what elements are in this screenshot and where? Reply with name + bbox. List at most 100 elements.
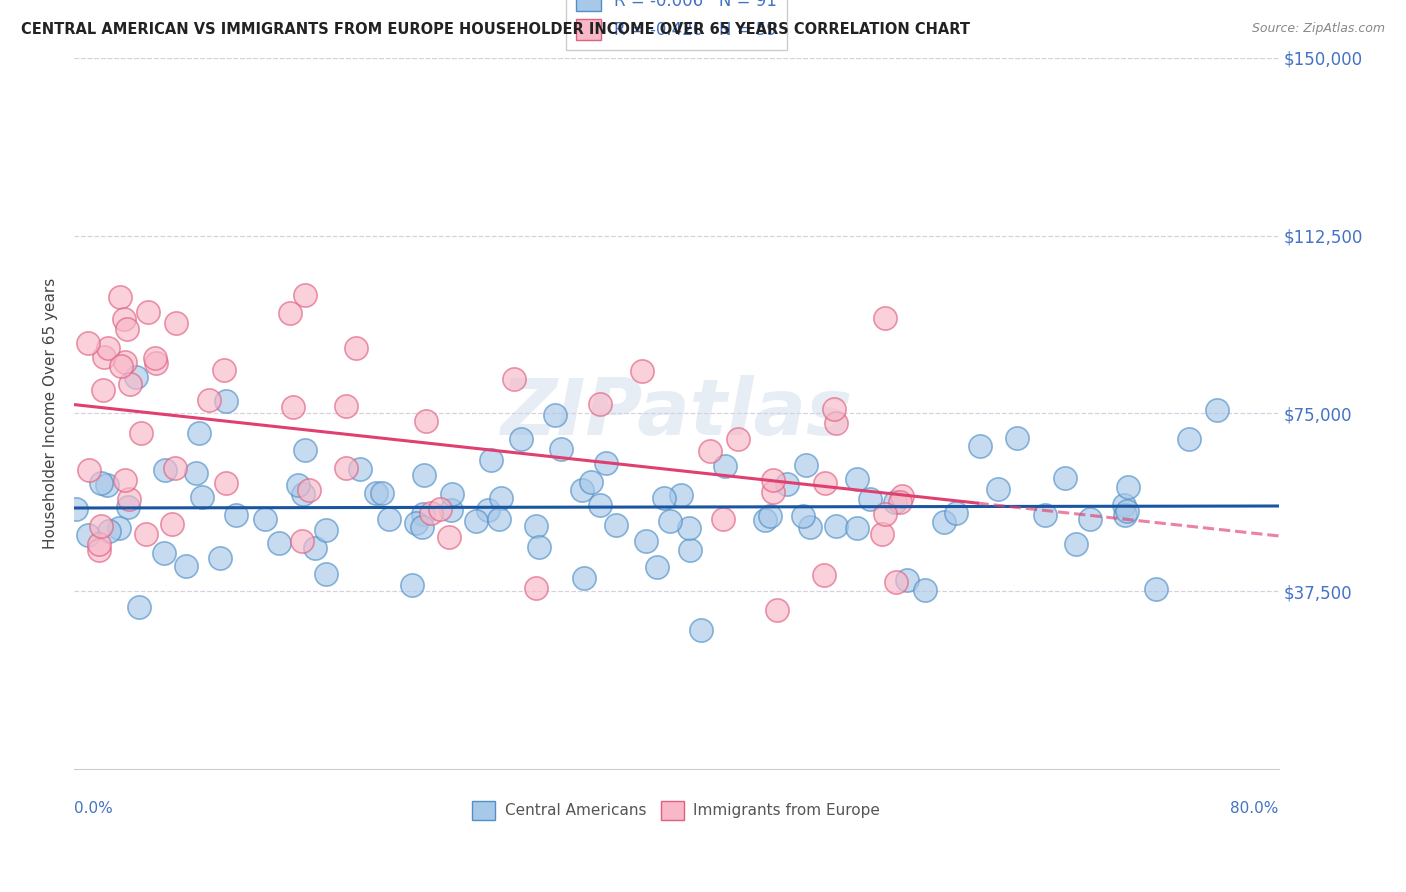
Point <box>934 515 956 529</box>
Point <box>87 537 110 551</box>
Point <box>191 490 214 504</box>
Point <box>291 533 314 548</box>
Point <box>77 336 100 351</box>
Point <box>595 456 617 470</box>
Point <box>155 463 177 477</box>
Text: ZIPatlas: ZIPatlas <box>501 376 852 451</box>
Point <box>1064 536 1087 550</box>
Point <box>477 503 499 517</box>
Point <box>335 399 357 413</box>
Point <box>118 492 141 507</box>
Point <box>76 528 98 542</box>
Point <box>544 408 567 422</box>
Point <box>439 530 461 544</box>
Point <box>890 489 912 503</box>
Point <box>824 519 846 533</box>
Point <box>605 518 627 533</box>
Point <box>412 508 434 522</box>
Point <box>145 356 167 370</box>
Point <box>489 491 512 505</box>
Point <box>254 512 277 526</box>
Point <box>114 355 136 369</box>
Point <box>163 460 186 475</box>
Point <box>754 513 776 527</box>
Point <box>419 506 441 520</box>
Point <box>349 462 371 476</box>
Point <box>524 581 547 595</box>
Point <box>186 466 208 480</box>
Point <box>509 432 531 446</box>
Point <box>298 483 321 497</box>
Point <box>1005 431 1028 445</box>
Point <box>1114 508 1136 523</box>
Point <box>112 312 135 326</box>
Point <box>77 463 100 477</box>
Point <box>896 573 918 587</box>
Point <box>845 472 868 486</box>
Point <box>174 559 197 574</box>
Point <box>527 541 550 555</box>
Point <box>294 288 316 302</box>
Point <box>652 491 675 506</box>
Point <box>378 512 401 526</box>
Point <box>711 511 734 525</box>
Point <box>1053 471 1076 485</box>
Point <box>579 475 602 490</box>
Point <box>125 369 148 384</box>
Point <box>727 432 749 446</box>
Point <box>143 351 166 366</box>
Point <box>678 521 700 535</box>
Point <box>571 483 593 497</box>
Point <box>415 414 437 428</box>
Point <box>502 372 524 386</box>
Point <box>630 364 652 378</box>
Point <box>669 488 692 502</box>
Point <box>96 477 118 491</box>
Point <box>524 519 547 533</box>
Point <box>873 507 896 521</box>
Point <box>413 467 436 482</box>
Point <box>762 474 785 488</box>
Point <box>766 603 789 617</box>
Point <box>197 393 219 408</box>
Point <box>884 494 907 508</box>
Point <box>813 567 835 582</box>
Point <box>440 487 463 501</box>
Point <box>1114 498 1136 512</box>
Point <box>679 543 702 558</box>
Point <box>589 397 612 411</box>
Point <box>799 520 821 534</box>
Point <box>294 442 316 457</box>
Point <box>794 458 817 473</box>
Point <box>209 550 232 565</box>
Point <box>98 524 121 538</box>
Point <box>859 491 882 506</box>
Point <box>945 506 967 520</box>
Point <box>846 521 869 535</box>
Point <box>165 316 187 330</box>
Point <box>118 376 141 391</box>
Point <box>814 475 837 490</box>
Point <box>215 394 238 409</box>
Point <box>1205 403 1227 417</box>
Point <box>488 512 510 526</box>
Point <box>589 498 612 512</box>
Point <box>411 520 433 534</box>
Point <box>825 417 848 431</box>
Point <box>91 383 114 397</box>
Point <box>128 599 150 614</box>
Point <box>117 500 139 514</box>
Point <box>292 487 315 501</box>
Point <box>405 516 427 531</box>
Point <box>108 290 131 304</box>
Point <box>344 341 367 355</box>
Point <box>689 624 711 638</box>
Point <box>889 495 911 509</box>
Point <box>823 402 845 417</box>
Point <box>315 523 337 537</box>
Point <box>315 566 337 581</box>
Point <box>110 359 132 373</box>
Point <box>287 478 309 492</box>
Point <box>215 475 238 490</box>
Point <box>634 533 657 548</box>
